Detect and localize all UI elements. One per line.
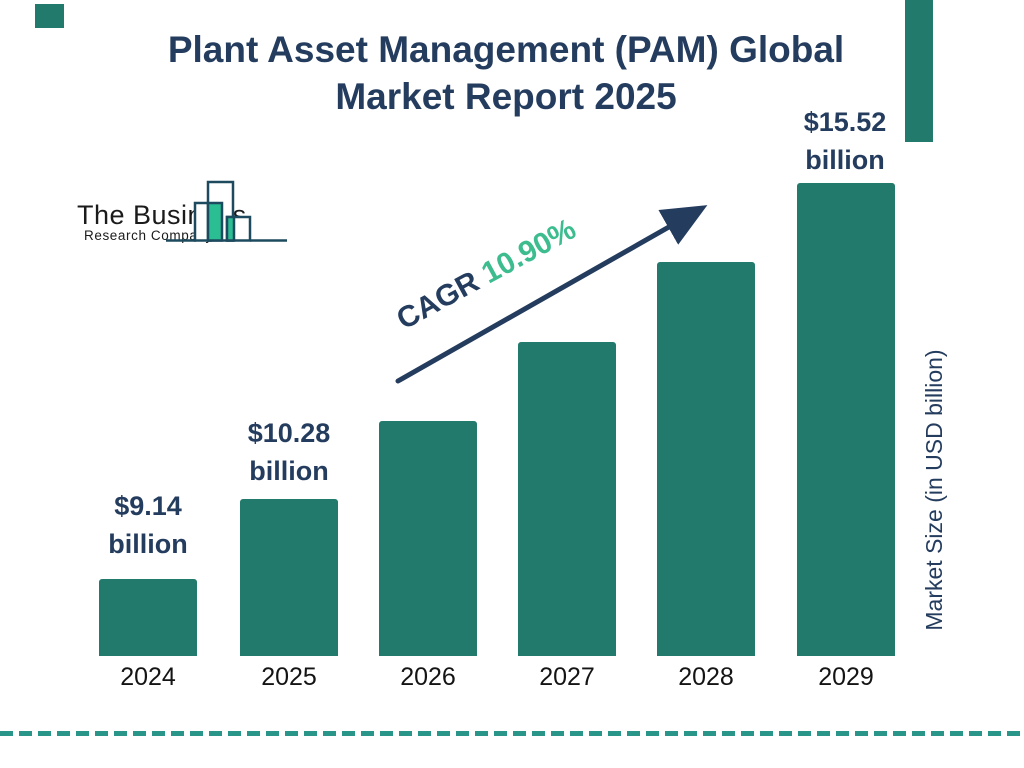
bar-2026 [379, 421, 477, 656]
value-label-2029-unit: billion [805, 145, 885, 175]
footer-dashed-divider [0, 731, 1024, 736]
bar-2027 [518, 342, 616, 656]
page-title-line1: Plant Asset Management (PAM) Global [167, 29, 845, 70]
logo-bar-chart-icon [166, 180, 287, 242]
year-label-2027: 2027 [539, 663, 595, 691]
bar-2025 [240, 499, 338, 656]
value-label-2025-amount: $10.28 [247, 418, 331, 448]
value-label-2024: $9.14 billion [88, 487, 208, 563]
page-title: Plant Asset Management (PAM) Global Mark… [0, 26, 1012, 120]
value-label-2025: $10.28 billion [229, 414, 349, 490]
year-label-2029: 2029 [818, 663, 874, 691]
year-label-2026: 2026 [400, 663, 456, 691]
value-label-2029: $15.52 billion [785, 103, 905, 179]
bar-2029 [797, 183, 895, 656]
cagr-annotation: CAGR 10.90% [391, 212, 583, 338]
value-label-2024-unit: billion [108, 529, 188, 559]
corner-accent-top-right [905, 0, 933, 142]
value-label-2025-unit: billion [249, 456, 329, 486]
year-label-2028: 2028 [678, 663, 734, 691]
company-logo: The Business Research Company [60, 176, 300, 248]
year-label-2024: 2024 [120, 663, 176, 691]
value-label-2024-amount: $9.14 [114, 491, 182, 521]
cagr-label: CAGR [391, 265, 485, 337]
corner-accent-top-left [35, 4, 64, 28]
cagr-value: 10.90% [476, 212, 582, 291]
page-title-line2: Market Report 2025 [335, 76, 677, 117]
y-axis-label: Market Size (in USD billion) [921, 349, 947, 631]
bar-2028 [657, 262, 755, 656]
value-label-2029-amount: $15.52 [803, 107, 887, 137]
bar-2024 [99, 579, 197, 656]
year-label-2025: 2025 [261, 663, 317, 691]
